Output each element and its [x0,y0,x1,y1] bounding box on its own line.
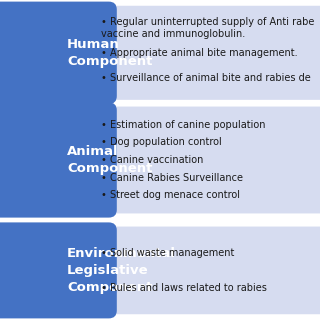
FancyBboxPatch shape [0,102,117,218]
Text: Animal
Component: Animal Component [67,145,153,175]
Text: • Solid waste management: • Solid waste management [101,248,234,258]
FancyBboxPatch shape [86,6,320,100]
Text: • Surveillance of animal bite and rabies de: • Surveillance of animal bite and rabies… [101,73,310,83]
Text: • Street dog menace control: • Street dog menace control [101,190,240,200]
Text: • Canine Rabies Surveillance: • Canine Rabies Surveillance [101,172,243,182]
Text: • Regular uninterrupted supply of Anti rabe
vaccine and immunoglobulin.: • Regular uninterrupted supply of Anti r… [101,17,314,39]
Text: • Dog population control: • Dog population control [101,138,221,148]
Text: • Appropriate animal bite management.: • Appropriate animal bite management. [101,48,297,58]
Text: • Estimation of canine population: • Estimation of canine population [101,120,265,130]
Text: Human
Component: Human Component [67,38,153,68]
FancyBboxPatch shape [0,2,117,104]
Text: Environmental
Legislative
Component: Environmental Legislative Component [67,247,176,294]
Text: • Rules and laws related to rabies: • Rules and laws related to rabies [101,283,267,292]
FancyBboxPatch shape [86,227,320,314]
FancyBboxPatch shape [86,107,320,213]
Text: • Canine vaccination: • Canine vaccination [101,155,203,165]
FancyBboxPatch shape [0,222,117,318]
